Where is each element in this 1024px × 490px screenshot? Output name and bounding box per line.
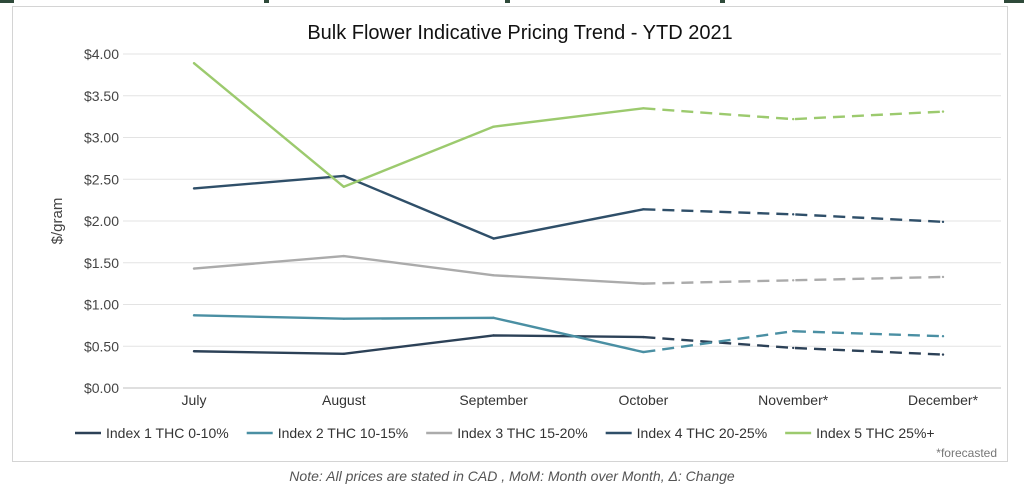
strip-dash <box>720 0 725 3</box>
x-tick-label: November* <box>758 392 829 408</box>
legend-label-3: Index 3 THC 15-20% <box>457 425 587 441</box>
series-line-actual-3 <box>193 254 644 285</box>
series-line-actual-2 <box>193 314 644 354</box>
x-tick-label: September <box>459 392 528 408</box>
data-point-series-2 <box>642 350 645 354</box>
legend-label-1: Index 1 THC 0-10% <box>106 425 229 441</box>
data-point-series-1 <box>941 353 945 356</box>
series-line-forecast-4 <box>643 208 944 224</box>
y-axis-label: $/gram <box>49 198 66 245</box>
strip-dash <box>0 0 14 3</box>
data-point-series-5 <box>642 107 645 110</box>
legend-label-5: Index 5 THC 25%+ <box>816 425 934 441</box>
y-tick-label: $2.00 <box>84 213 119 229</box>
series-line-forecast-3 <box>643 275 944 285</box>
data-point-series-2 <box>792 330 795 333</box>
legend-label-4: Index 4 THC 20-25% <box>637 425 767 441</box>
data-point-series-5 <box>941 110 945 113</box>
x-tick-label: December* <box>908 392 979 408</box>
data-point-series-1 <box>642 335 645 339</box>
data-point-series-1 <box>192 350 196 353</box>
x-tick-label: August <box>322 392 366 408</box>
chart-title: Bulk Flower Indicative Pricing Trend - Y… <box>307 22 732 44</box>
line-chart: Bulk Flower Indicative Pricing Trend - Y… <box>49 22 1001 460</box>
data-point-series-2 <box>192 314 196 317</box>
data-point-series-5 <box>492 125 495 128</box>
strip-dash <box>264 0 269 3</box>
forecast-footnote: *forecasted <box>936 446 997 460</box>
data-point-series-4 <box>941 220 945 224</box>
y-tick-label: $1.00 <box>84 297 119 313</box>
data-point-series-1 <box>492 334 495 337</box>
y-tick-label: $4.00 <box>84 46 119 62</box>
data-point-series-5 <box>192 61 196 65</box>
x-tick-label: July <box>182 392 207 408</box>
y-tick-label: $3.00 <box>84 130 119 146</box>
y-tick-label: $0.50 <box>84 338 119 354</box>
series-line-forecast-1 <box>643 335 944 356</box>
y-tick-label: $0.00 <box>84 380 119 396</box>
data-point-series-4 <box>492 237 495 240</box>
data-point-series-3 <box>941 275 945 279</box>
y-tick-label: $2.50 <box>84 171 119 187</box>
y-tick-label: $3.50 <box>84 88 119 104</box>
data-point-series-3 <box>192 267 196 270</box>
data-point-series-1 <box>342 352 345 355</box>
top-decorative-strip <box>0 0 1024 6</box>
data-point-series-4 <box>642 208 645 211</box>
strip-dash <box>1004 0 1024 3</box>
data-point-series-2 <box>342 317 345 320</box>
data-point-series-3 <box>792 279 795 282</box>
chart-frame: Bulk Flower Indicative Pricing Trend - Y… <box>12 6 1008 462</box>
data-point-series-2 <box>941 335 945 338</box>
data-point-series-5 <box>792 117 795 121</box>
x-tick-label: October <box>618 392 668 408</box>
data-point-series-3 <box>342 254 345 258</box>
data-point-series-4 <box>342 174 345 178</box>
data-point-series-1 <box>792 346 795 350</box>
data-point-series-5 <box>342 185 345 188</box>
series-line-actual-4 <box>193 174 644 240</box>
y-tick-label: $1.50 <box>84 255 119 271</box>
data-point-series-4 <box>792 213 795 216</box>
data-point-series-2 <box>492 316 495 320</box>
chart-note: Note: All prices are stated in CAD , MoM… <box>289 468 735 484</box>
data-point-series-3 <box>642 282 645 285</box>
series-line-forecast-2 <box>643 330 944 354</box>
strip-dash <box>505 0 510 3</box>
data-point-series-3 <box>492 274 495 277</box>
series-line-forecast-5 <box>643 107 944 121</box>
series-line-actual-1 <box>193 334 644 355</box>
data-point-series-4 <box>192 187 196 190</box>
legend-label-2: Index 2 THC 10-15% <box>278 425 408 441</box>
series-line-actual-5 <box>193 62 644 188</box>
